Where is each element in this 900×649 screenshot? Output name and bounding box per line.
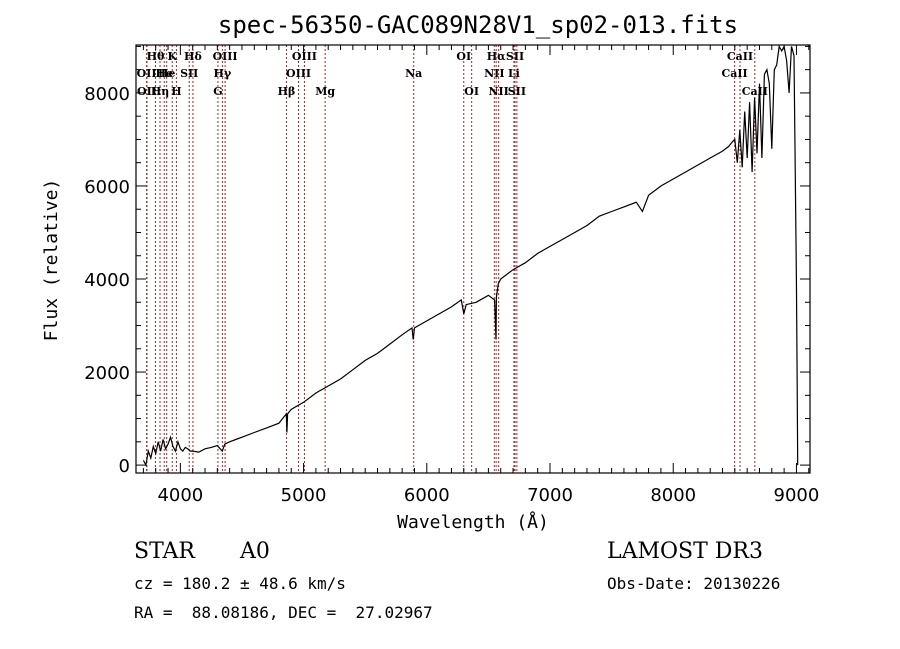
x-tick-label: 7000 — [527, 485, 573, 506]
x-tick-label: 6000 — [404, 485, 450, 506]
series-group — [142, 44, 799, 467]
line-marker-label: Hθ — [147, 50, 165, 63]
line-marker-label: Hβ — [278, 85, 296, 98]
spectral-line-labels: OIIOIIHθHηHeHeKHSIIHδGHγOIIIHβOIIIOIIIMg… — [137, 50, 768, 98]
line-marker-label: Hγ — [214, 67, 232, 80]
coordinates-text: RA = 88.08186, DEC = 27.02967 — [134, 603, 433, 622]
line-marker-label: H — [171, 85, 181, 98]
line-marker-label: NII — [484, 67, 504, 80]
spectral-line-markers — [146, 45, 756, 473]
plot-frame — [135, 44, 811, 474]
x-tick-label: 9000 — [774, 485, 820, 506]
line-marker-label: Hα — [487, 50, 506, 63]
redshift-text: cz = 180.2 ± 48.6 km/s — [134, 574, 346, 593]
line-marker-label: OIII — [286, 67, 311, 80]
y-axis-label: Flux (relative) — [41, 179, 62, 342]
line-marker-label: OII — [137, 85, 157, 98]
line-marker-label: Hη — [151, 85, 169, 98]
line-marker-label: NII — [488, 85, 508, 98]
line-marker-label: SII — [180, 67, 198, 80]
x-tick-label: 8000 — [650, 485, 696, 506]
line-marker-label: Mg — [315, 85, 335, 98]
y-tick-label: 6000 — [84, 177, 130, 198]
line-marker-label: CaII — [727, 50, 753, 63]
y-tick-label: 8000 — [84, 84, 130, 105]
line-marker-label: CaII — [721, 67, 747, 80]
line-marker-label: K — [167, 50, 177, 63]
line-marker-label: Na — [405, 67, 422, 80]
line-marker-label: OIII — [292, 50, 317, 63]
y-tick-label: 0 — [119, 456, 130, 477]
line-marker-label: CaII — [742, 85, 768, 98]
y-axis-ticks: 0 2000 4000 6000 8000 — [84, 45, 810, 477]
survey-name: LAMOST DR3 — [607, 539, 763, 564]
line-marker-label: SII — [508, 85, 526, 98]
series-line-spectrum — [142, 44, 799, 467]
y-tick-label: 4000 — [84, 270, 130, 291]
y-tick-label: 2000 — [84, 363, 130, 384]
x-tick-label: 5000 — [281, 485, 327, 506]
line-marker-label: G — [213, 85, 222, 98]
line-marker-label: Hδ — [184, 50, 202, 63]
chart-title: spec-56350-GAC089N28V1_sp02-013.fits — [218, 11, 738, 39]
line-marker-label: He — [158, 67, 175, 80]
line-marker-label: He — [156, 67, 173, 80]
object-class: STAR — [134, 539, 195, 564]
line-marker-label: Li — [508, 67, 520, 80]
line-marker-label: OI — [456, 50, 471, 63]
line-marker-label: OI — [464, 85, 479, 98]
x-tick-label: 4000 — [157, 485, 203, 506]
x-axis-label: Wavelength (Å) — [397, 511, 549, 533]
x-axis-ticks: 4000 5000 6000 7000 8000 9000 — [142, 45, 820, 506]
object-subclass: A0 — [240, 539, 270, 564]
line-marker-label: SII — [506, 50, 524, 63]
line-marker-label: OII — [137, 67, 157, 80]
observation-date: Obs-Date: 20130226 — [607, 574, 781, 593]
line-marker-label: OIII — [213, 50, 238, 63]
